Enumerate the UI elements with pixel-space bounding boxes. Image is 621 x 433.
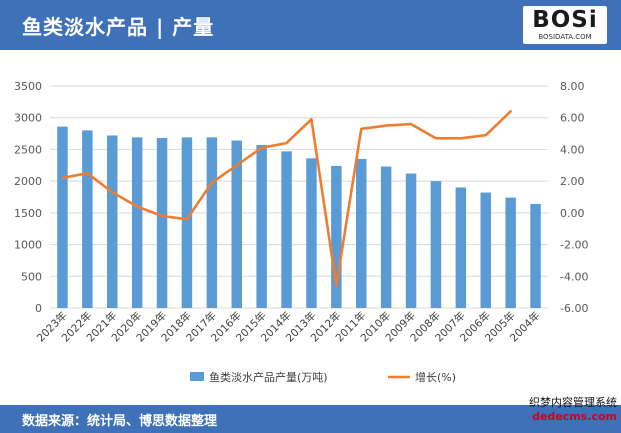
bar [306, 158, 317, 308]
y-right-tick-label: -6.00 [560, 302, 588, 315]
bar [455, 187, 467, 308]
bar [156, 138, 168, 308]
bar [356, 158, 367, 308]
bar [530, 203, 541, 308]
bar [480, 192, 491, 308]
y-right-tick-label: 4.00 [560, 143, 585, 156]
y-left-tick-label: 2000 [14, 175, 42, 188]
growth-line [61, 110, 512, 288]
bar [181, 137, 193, 308]
page-title: 鱼类淡水产品 | 产量 [22, 15, 215, 39]
bar [331, 165, 342, 308]
bar [281, 151, 292, 308]
bar [505, 197, 516, 308]
y-left-tick-label: 500 [21, 270, 42, 283]
watermark-line2: dedecms.com [532, 410, 617, 423]
logo-subtext: BOSIDATA.COM [538, 33, 592, 41]
header-bar: 鱼类淡水产品 | 产量 BOSi BOSIDATA.COM [0, 0, 621, 50]
y-right-tick-label: 6.00 [560, 112, 585, 125]
y-left-tick-label: 3000 [14, 112, 42, 125]
y-right-tick-label: 0.00 [560, 207, 585, 220]
corner-watermark: 织梦内容管理系统 dedecms.com [529, 396, 617, 424]
legend-label-output: 鱼类淡水产品产量(万吨) [209, 370, 328, 384]
bar [430, 181, 442, 308]
watermark-line1: 织梦内容管理系统 [529, 396, 617, 409]
data-source: 数据来源：统计局、博思数据整理 [22, 414, 218, 429]
bosi-logo: BOSi BOSIDATA.COM [523, 6, 607, 44]
y-left-tick-label: 1500 [14, 207, 42, 220]
chart-area: 0 500 1000 1500 2000 2500 3000 3500 -6.00 -4.00 -2… [0, 50, 621, 405]
y-right-tick-label: -4.00 [560, 270, 588, 283]
y-right-tick-label: 8.00 [560, 80, 585, 93]
bar [380, 166, 392, 308]
bar [82, 130, 93, 308]
bar [405, 173, 417, 308]
y-left-tick-label: 2500 [14, 143, 42, 156]
bar [231, 140, 242, 308]
y-left-tick-label: 3500 [14, 80, 42, 93]
legend-label-growth: 增长(%) [415, 370, 456, 384]
y-left-tick-label: 0 [35, 302, 42, 315]
y-left-tick-label: 1000 [14, 239, 42, 252]
bar [107, 135, 118, 308]
logo-text: BOSi [532, 7, 598, 33]
y-right-tick-label: 2.00 [560, 175, 585, 188]
bar [256, 144, 267, 308]
bar [131, 137, 143, 308]
legend-swatch-bar [190, 372, 204, 381]
bar [206, 137, 218, 308]
bar [57, 126, 68, 308]
footer-bar: 数据来源：统计局、博思数据整理 [0, 405, 621, 433]
y-right-tick-label: -2.00 [560, 239, 588, 252]
combo-chart: 0 500 1000 1500 2000 2500 3000 3500 -6.00 -4.00 -2… [14, 80, 588, 384]
